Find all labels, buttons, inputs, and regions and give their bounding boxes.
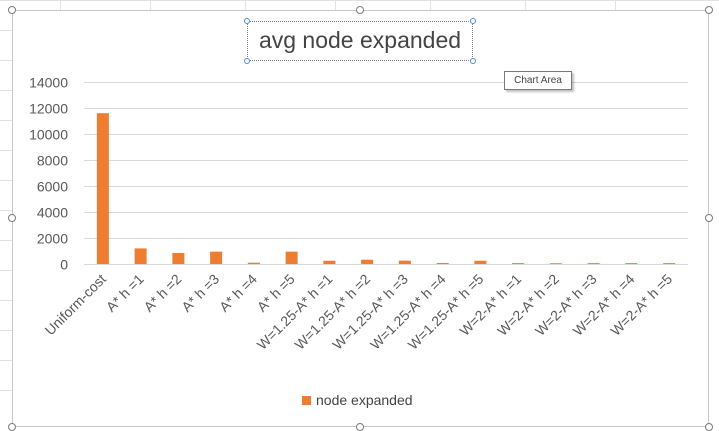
bar[interactable] bbox=[285, 251, 298, 264]
x-tick-label: A* h =3 bbox=[178, 271, 222, 315]
bar[interactable] bbox=[323, 260, 336, 264]
legend[interactable]: node expanded bbox=[302, 391, 413, 409]
title-handle-top-left[interactable] bbox=[244, 18, 250, 24]
x-tick-label: A* h =2 bbox=[140, 271, 184, 315]
bar[interactable] bbox=[398, 260, 411, 264]
legend-swatch bbox=[302, 395, 311, 405]
y-tick-label: 12000 bbox=[29, 101, 68, 117]
x-tick-label: A* h =4 bbox=[216, 271, 260, 315]
resize-handle-left[interactable] bbox=[8, 214, 16, 222]
resize-handle-right[interactable] bbox=[705, 214, 713, 222]
chart-area-tooltip: Chart Area bbox=[504, 71, 572, 90]
y-tick-label: 0 bbox=[60, 257, 68, 273]
y-tick-label: 2000 bbox=[37, 231, 68, 247]
bar[interactable] bbox=[663, 263, 676, 264]
bar[interactable] bbox=[210, 251, 223, 264]
x-tick-label: Uniform-cost bbox=[42, 271, 109, 338]
bar[interactable] bbox=[436, 262, 449, 264]
bar[interactable] bbox=[625, 263, 638, 264]
bar[interactable] bbox=[172, 252, 185, 264]
chart-title-selection[interactable] bbox=[244, 18, 476, 64]
y-tick-label: 4000 bbox=[37, 205, 68, 221]
chart-title[interactable]: avg node expanded bbox=[258, 27, 462, 53]
y-tick-label: 14000 bbox=[29, 75, 68, 91]
x-tick-label: A* h =1 bbox=[103, 271, 147, 315]
bar[interactable] bbox=[587, 263, 600, 264]
title-handle-bottom-right[interactable] bbox=[470, 58, 476, 64]
resize-handle-top[interactable] bbox=[356, 6, 364, 14]
resize-handle-top-left[interactable] bbox=[8, 6, 16, 14]
bar[interactable] bbox=[361, 259, 374, 264]
resize-handle-top-right[interactable] bbox=[705, 6, 713, 14]
bar[interactable] bbox=[134, 248, 147, 264]
y-tick-label: 6000 bbox=[37, 179, 68, 195]
bar[interactable] bbox=[474, 260, 487, 264]
bar[interactable] bbox=[512, 263, 525, 264]
bar[interactable] bbox=[549, 263, 562, 264]
title-handle-bottom-left[interactable] bbox=[244, 58, 250, 64]
bar[interactable] bbox=[247, 262, 260, 264]
legend-label: node expanded bbox=[316, 392, 413, 408]
y-tick-label: 8000 bbox=[37, 153, 68, 169]
y-tick-label: 10000 bbox=[29, 127, 68, 143]
bar[interactable] bbox=[96, 113, 109, 264]
title-handle-top-right[interactable] bbox=[470, 18, 476, 24]
